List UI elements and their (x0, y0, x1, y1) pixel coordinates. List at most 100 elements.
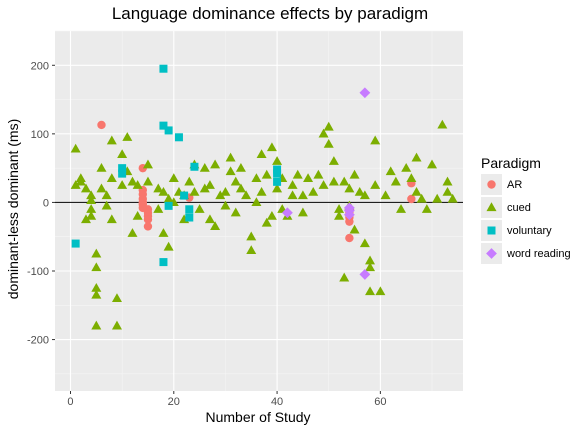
data-point (184, 176, 195, 186)
data-point (246, 231, 257, 241)
data-point (220, 200, 231, 210)
data-point (427, 159, 438, 169)
data-point (261, 217, 272, 227)
chart-title: Language dominance effects by paradigm (112, 4, 428, 23)
data-point (432, 193, 443, 203)
legend-label: word reading (506, 248, 571, 260)
data-point (334, 204, 345, 213)
data-point (273, 169, 282, 178)
data-point (235, 183, 246, 193)
data-point (349, 169, 360, 179)
x-axis-title: Number of Study (205, 409, 310, 425)
data-point (339, 272, 350, 282)
data-point (159, 258, 168, 267)
data-point (86, 190, 97, 200)
y-tick-label: -100 (27, 266, 49, 278)
data-point (117, 149, 128, 159)
data-point (318, 180, 329, 189)
data-point (101, 200, 112, 210)
data-point (185, 213, 194, 222)
data-point (313, 169, 324, 179)
series-word-reading (282, 87, 371, 280)
data-point (71, 239, 80, 248)
legend-label: AR (507, 179, 522, 191)
data-point (421, 204, 432, 213)
data-point (190, 162, 199, 171)
data-point (251, 197, 262, 207)
data-point (122, 132, 133, 141)
data-point (390, 176, 401, 186)
axes: 0 20 40 60 -200 -100 0 100 200 (27, 60, 463, 408)
data-point (143, 215, 153, 224)
data-point (106, 173, 117, 183)
data-point (323, 121, 334, 131)
data-point (132, 180, 143, 189)
data-point (359, 87, 371, 99)
data-point (111, 320, 122, 330)
data-point (118, 169, 127, 178)
data-point (194, 204, 205, 213)
data-point (75, 176, 86, 186)
data-point (127, 176, 138, 186)
legend-label: cued (507, 202, 531, 214)
x-tick-label: 20 (168, 396, 180, 408)
data-point (251, 173, 262, 183)
data-point (230, 207, 241, 217)
data-point (343, 209, 355, 221)
data-point (153, 183, 164, 193)
data-point (401, 162, 412, 172)
data-point (164, 201, 173, 210)
legend-key (486, 248, 497, 259)
legend-title: Paradigm (481, 155, 541, 171)
series-voluntary (71, 64, 282, 267)
data-point (344, 183, 355, 193)
data-point (334, 210, 345, 220)
data-point (91, 262, 102, 272)
data-point (273, 177, 282, 186)
data-point (91, 320, 102, 330)
data-point (318, 128, 329, 138)
data-point (91, 282, 102, 292)
data-point (370, 180, 381, 189)
x-tick-label: 40 (271, 396, 283, 408)
data-point (365, 262, 376, 272)
legend-key (486, 202, 497, 212)
data-point (266, 142, 277, 152)
data-point (220, 186, 231, 196)
data-point (447, 193, 458, 203)
data-point (96, 183, 107, 193)
data-point (273, 165, 282, 174)
data-point (385, 166, 396, 176)
data-point (230, 176, 241, 186)
data-point (328, 156, 339, 165)
data-point (117, 180, 128, 189)
data-point (185, 205, 194, 214)
data-point (297, 207, 308, 217)
data-point (370, 135, 381, 145)
data-point (168, 173, 179, 183)
data-point (86, 204, 97, 213)
data-point (210, 221, 221, 231)
data-point (292, 169, 303, 179)
data-point (345, 233, 354, 243)
data-point (261, 169, 272, 179)
data-point (153, 204, 164, 213)
data-point (91, 248, 102, 258)
data-point (204, 180, 215, 189)
x-tick-label: 0 (67, 396, 73, 408)
data-point (199, 162, 210, 172)
data-point (241, 190, 252, 200)
legend-label: voluntary (507, 225, 552, 237)
data-point (287, 180, 298, 189)
data-point (396, 204, 407, 213)
data-point (375, 286, 386, 296)
data-point (70, 180, 81, 189)
data-point (210, 159, 221, 169)
plot-panel (55, 31, 463, 391)
data-point (345, 217, 354, 226)
data-point (411, 152, 422, 162)
data-point (86, 210, 97, 220)
data-point (297, 190, 308, 200)
legend-key (487, 226, 496, 235)
